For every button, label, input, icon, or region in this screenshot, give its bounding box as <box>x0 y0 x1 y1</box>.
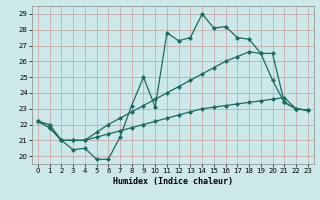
X-axis label: Humidex (Indice chaleur): Humidex (Indice chaleur) <box>113 177 233 186</box>
